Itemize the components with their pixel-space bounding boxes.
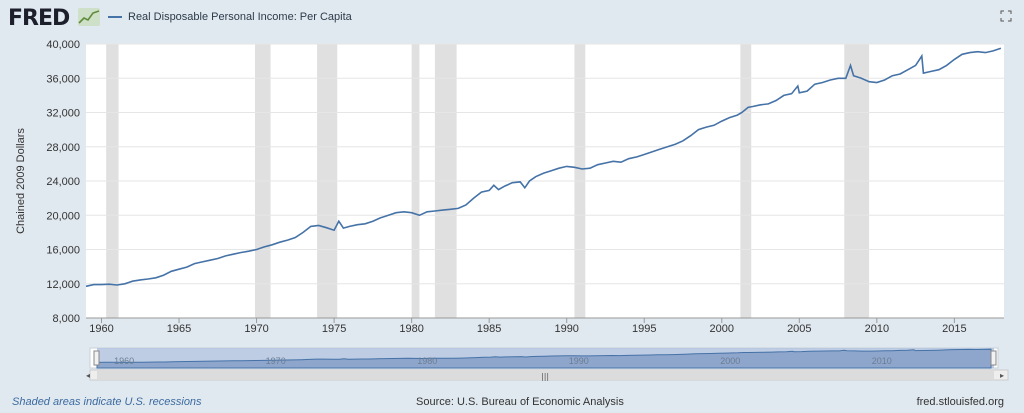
navigator-left-handle[interactable] [93,350,100,366]
x-tick-label: 2015 [942,323,966,335]
scroll-left-icon[interactable]: ◂ [86,371,90,380]
x-tick-label: 1980 [399,323,423,335]
fred-logo[interactable]: FRED [8,6,70,31]
x-tick-label: 1995 [632,323,656,335]
navigator-line [96,348,992,369]
x-tick-label: 2000 [710,323,734,335]
navigator-tick-label: 1990 [569,356,589,366]
x-tick-label: 1965 [167,323,191,335]
y-tick-label: 16,000 [46,245,80,257]
scrollbar[interactable]: ◂ ▸ ||| [86,369,1009,381]
x-tick-label: 1960 [89,323,113,335]
navigator-tick-label: 1970 [266,356,286,366]
x-tick-label: 1990 [554,323,578,335]
legend-label: Real Disposable Personal Income: Per Cap… [128,11,352,23]
y-tick-label: 28,000 [46,142,80,154]
navigator-tick-label: 2010 [872,356,892,366]
source-note: Source: U.S. Bureau of Economic Analysis [416,396,624,408]
y-tick-label: 32,000 [46,108,80,120]
fullscreen-icon[interactable] [1000,10,1012,22]
site-link[interactable]: fred.stlouisfed.org [916,396,1004,408]
y-tick-label: 36,000 [46,73,80,85]
navigator[interactable]: 1960 1970 1980 1990 2000 2010 [89,347,999,369]
scroll-right-icon[interactable]: ▸ [1000,371,1004,380]
navigator-tick-label: 2000 [720,356,740,366]
x-tick-label: 1975 [322,323,346,335]
series-line [85,47,1002,288]
fred-spark-icon [78,8,100,26]
scroll-grip-icon[interactable]: ||| [541,372,549,381]
y-tick-label: 20,000 [46,210,80,222]
navigator-tick-label: 1960 [114,356,134,366]
legend-swatch [108,16,122,18]
navigator-right-handle[interactable] [990,350,997,366]
x-tick-label: 1970 [244,323,268,335]
y-tick-label: 8,000 [52,313,80,325]
legend-entry[interactable]: Real Disposable Personal Income: Per Cap… [108,11,352,23]
x-tick-label: 1985 [477,323,501,335]
y-tick-label: 24,000 [46,176,80,188]
x-tick-label: 2010 [865,323,889,335]
y-axis-label: Chained 2009 Dollars [15,128,27,234]
chart-header: FRED Real Disposable Personal Income: Pe… [0,0,1024,36]
navigator-tick-label: 1980 [417,356,437,366]
recession-note: Shaded areas indicate U.S. recessions [12,396,202,408]
x-tick-label: 2005 [787,323,811,335]
y-tick-label: 12,000 [46,279,80,291]
y-tick-label: 40,000 [46,39,80,51]
